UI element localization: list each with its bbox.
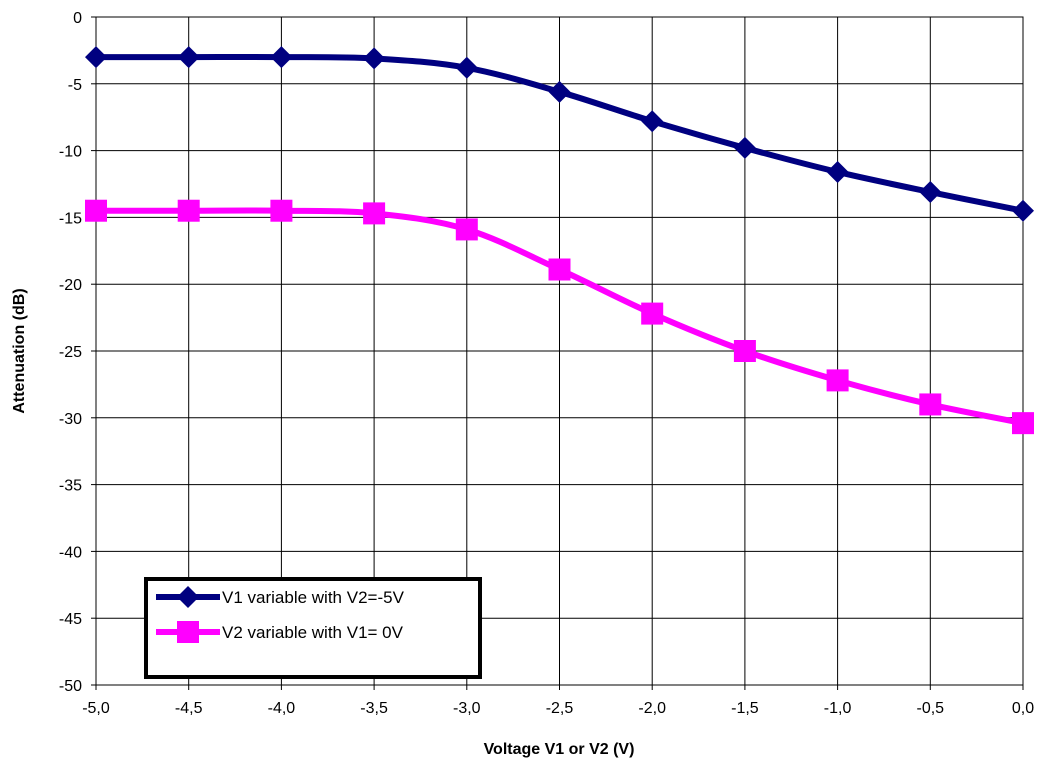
series-1-point (733, 136, 756, 159)
series-2-point (1012, 412, 1034, 435)
legend-label: V1 variable with V2=-5V (222, 588, 405, 607)
series-2-point (177, 199, 200, 222)
x-tick-label: -2,5 (546, 700, 574, 717)
legend-entry-2: V2 variable with V1= 0V (156, 621, 404, 643)
x-tick-label: -3,5 (360, 700, 388, 717)
series-1-point (919, 181, 942, 204)
series-2 (85, 199, 1034, 435)
legend-label: V2 variable with V1= 0V (222, 623, 404, 642)
series-2-point (85, 199, 107, 222)
series-2-point (455, 218, 478, 241)
y-tick-label: -45 (59, 611, 82, 628)
y-tick-label: -50 (59, 678, 82, 695)
y-tick-label: -35 (59, 478, 82, 495)
x-tick-label: -3,0 (453, 700, 481, 717)
x-tick-label: 0,0 (1012, 700, 1034, 717)
y-axis-ticks: 0 -5 -10 -15 -20 -25 -30 -35 -40 -45 -50 (59, 10, 96, 695)
series-2-point (270, 199, 293, 222)
series-2-point (641, 302, 664, 325)
y-tick-label: -30 (59, 411, 82, 428)
legend-swatch-marker (177, 621, 199, 643)
x-tick-label: -1,5 (731, 700, 759, 717)
series-1 (85, 46, 1034, 222)
y-tick-label: -25 (59, 344, 82, 361)
series-1-point (455, 56, 478, 79)
series-2-point (733, 340, 756, 362)
series-1-point (85, 46, 107, 69)
series-layer (85, 46, 1034, 435)
legend-entry-1: V1 variable with V2=-5V (156, 586, 405, 608)
y-tick-label: -10 (59, 144, 82, 161)
series-2-point (919, 393, 942, 416)
y-axis-title: Attenuation (dB) (11, 288, 28, 413)
x-tick-label: -5,0 (82, 700, 110, 717)
legend: V1 variable with V2=-5V V2 variable with … (144, 577, 482, 679)
x-tick-label: -0,5 (917, 700, 945, 717)
legend-swatch-marker (177, 586, 199, 608)
y-tick-label: 0 (73, 10, 82, 27)
series-1-point (177, 46, 200, 69)
y-tick-label: -20 (59, 277, 82, 294)
series-2-point (826, 369, 849, 392)
series-1-point (270, 46, 293, 69)
series-2-point (548, 258, 571, 281)
series-1-point (548, 80, 571, 103)
series-1-point (1012, 199, 1034, 222)
x-tick-label: -4,5 (175, 700, 203, 717)
y-tick-label: -15 (59, 210, 82, 227)
x-axis-ticks: -5,0 -4,5 -4,0 -3,5 -3,0 -2,5 -2,0 -1,5 -1,0 -0,5… (82, 685, 1034, 717)
series-1-point (826, 160, 849, 183)
series-2-point (363, 202, 386, 225)
x-tick-label: -1,0 (824, 700, 852, 717)
x-axis-title: Voltage V1 or V2 (V) (484, 741, 635, 758)
series-1-point (363, 47, 386, 70)
y-tick-label: -5 (68, 77, 82, 94)
x-tick-label: -2,0 (638, 700, 666, 717)
x-tick-label: -4,0 (268, 700, 296, 717)
series-1-point (641, 110, 664, 133)
y-tick-label: -40 (59, 544, 82, 561)
